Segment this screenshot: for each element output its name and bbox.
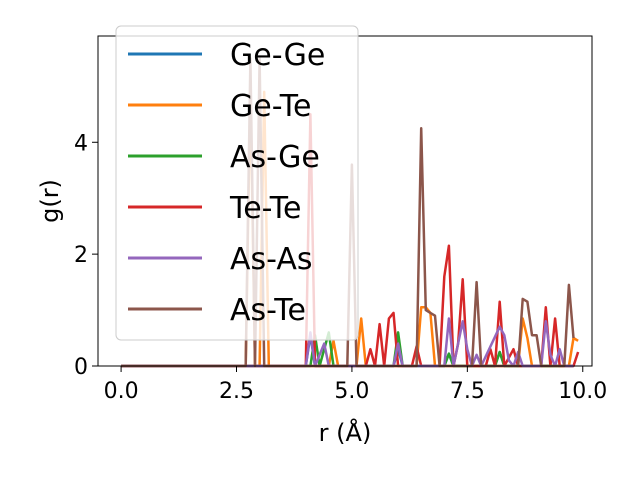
y-axis-label: g(r) (36, 179, 64, 223)
x-tick-label: 7.5 (450, 379, 485, 404)
x-axis-label: r (Å) (319, 418, 372, 447)
x-tick-label: 2.5 (219, 379, 254, 404)
x-tick-label: 10.0 (558, 379, 607, 404)
legend-label-as-te: As-Te (230, 293, 306, 328)
legend-label-ge-ge: Ge-Ge (230, 38, 325, 73)
y-tick-label: 2 (74, 243, 88, 268)
legend-label-as-as: As-As (230, 242, 312, 277)
legend-label-ge-te: Ge-Te (230, 89, 311, 124)
x-tick-label: 0.0 (104, 379, 139, 404)
y-tick-label: 0 (74, 355, 88, 380)
legend: Ge-Ge Ge-Te As-Ge Te-Te As-As As-Te (115, 25, 359, 341)
x-tick-label: 5.0 (334, 379, 369, 404)
y-axis: 0 2 4 (74, 131, 98, 380)
y-tick-label: 4 (74, 131, 88, 156)
legend-entries: Ge-Ge Ge-Te As-Ge Te-Te As-As As-Te (128, 38, 325, 328)
x-axis: 0.0 2.5 5.0 7.5 10.0 (104, 366, 607, 404)
legend-label-te-te: Te-Te (229, 191, 301, 226)
legend-label-as-ge: As-Ge (230, 140, 320, 175)
